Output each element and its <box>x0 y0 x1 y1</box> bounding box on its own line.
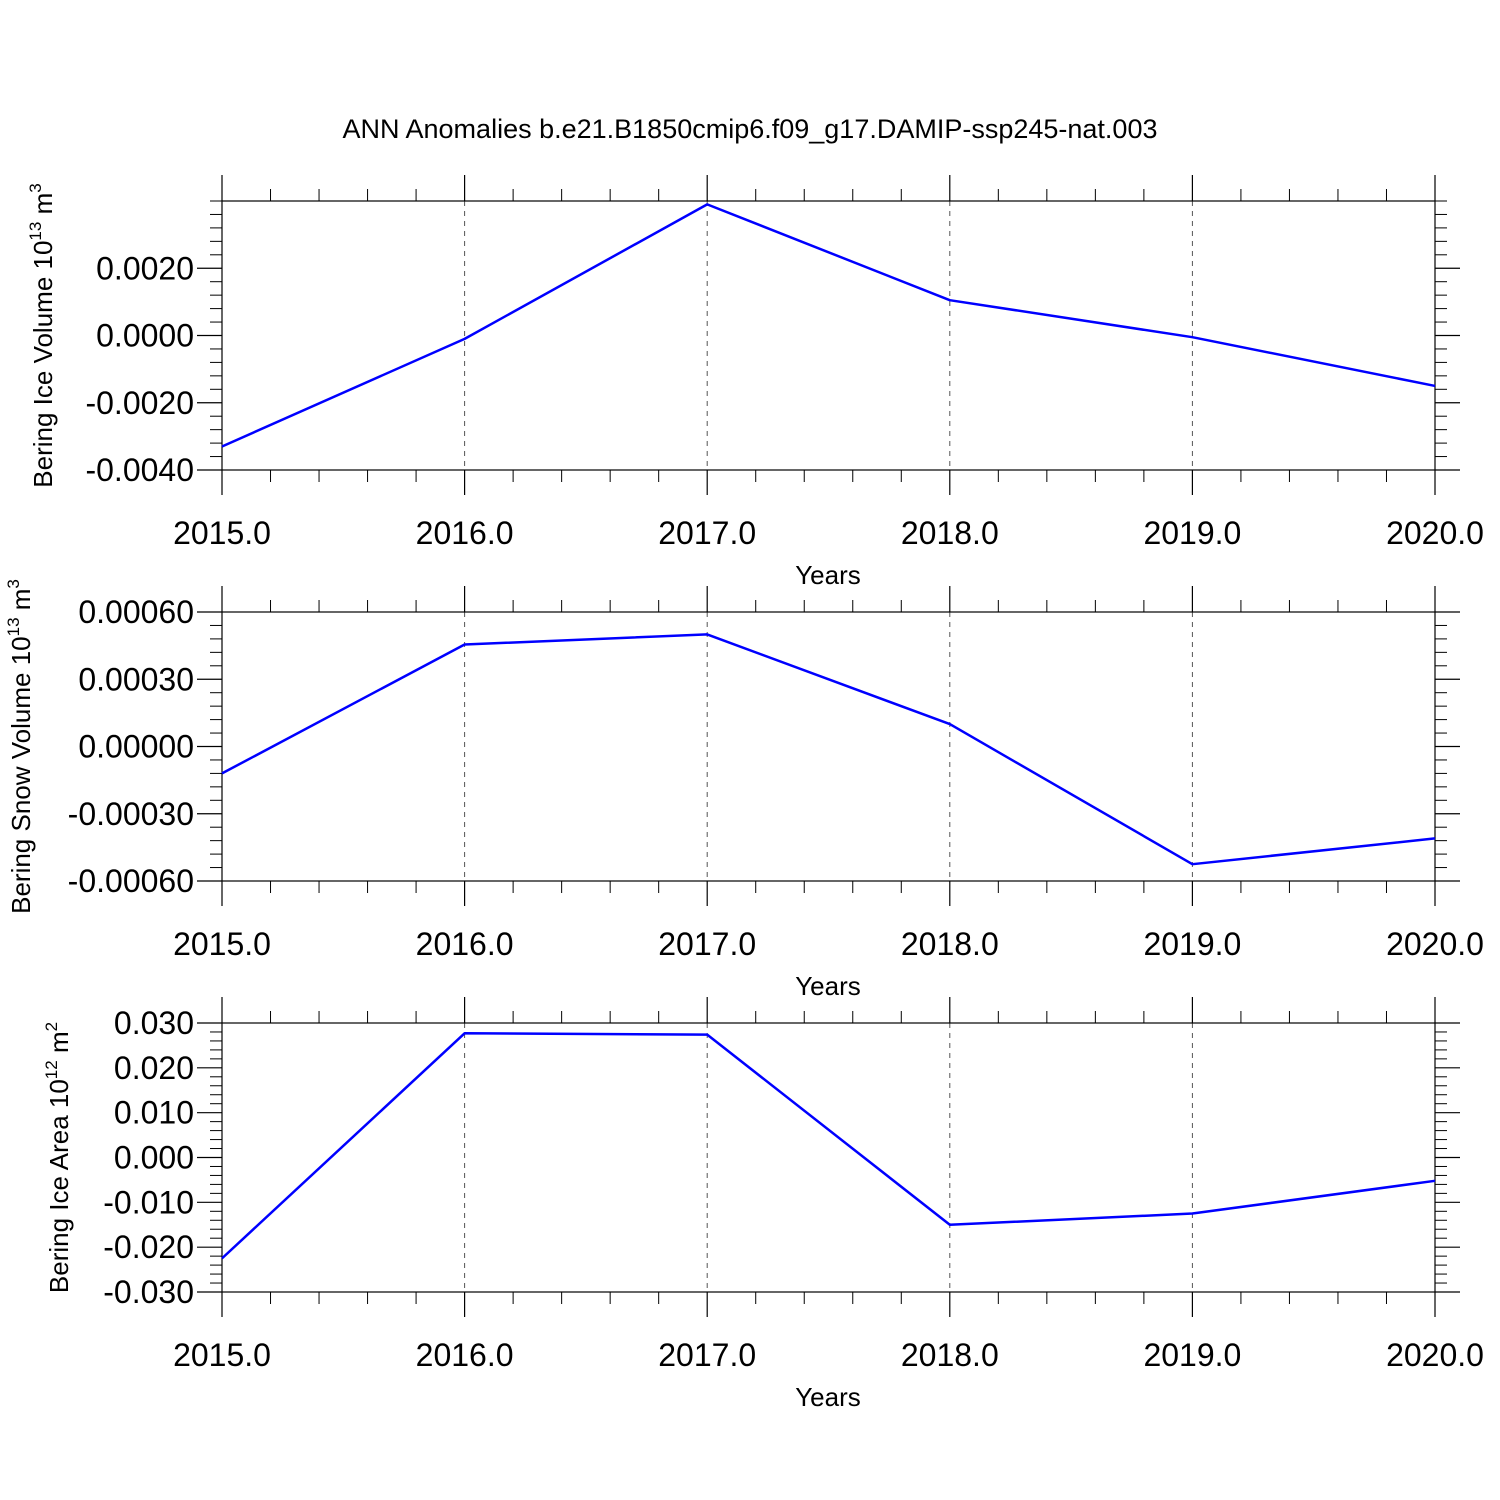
x-axis-label: Years <box>795 971 861 1001</box>
y-tick-label: -0.020 <box>103 1229 194 1265</box>
y-tick-label: -0.010 <box>103 1184 194 1220</box>
x-tick-label: 2020.0 <box>1386 926 1484 962</box>
plot-frame <box>221 200 1436 471</box>
x-tick-label: 2016.0 <box>416 1337 514 1373</box>
y-tick-label: -0.0040 <box>85 452 194 488</box>
x-tick-label: 2017.0 <box>658 926 756 962</box>
x-tick-label: 2015.0 <box>173 515 271 551</box>
chart-panel-2: -0.00060 -0.00030 0.00000 0.00030 0.00060 201… <box>4 579 1484 1001</box>
x-tick-label: 2019.0 <box>1143 926 1241 962</box>
x-tick-label: 2018.0 <box>901 926 999 962</box>
series-line <box>221 203 1436 448</box>
x-tick-label: 2020.0 <box>1386 515 1484 551</box>
x-tick-label: 2016.0 <box>416 515 514 551</box>
series-line <box>221 633 1436 866</box>
y-tick-label: 0.0020 <box>96 250 194 286</box>
x-axis-label: Years <box>795 1382 861 1412</box>
y-tick-label: 0.010 <box>114 1095 194 1131</box>
plot-frame <box>221 1022 1436 1293</box>
chart-panel-1: -0.0040 -0.0020 0.0000 0.0020 2015.0 2016.0 20… <box>26 175 1484 590</box>
chart-panel-3: -0.030 -0.020 -0.010 0.000 0.010 0.020 0.030 20… <box>42 997 1484 1412</box>
y-axis-label: Bering Snow Volume 1013 m3 <box>4 579 36 914</box>
y-axis-label: Bering Ice Area 1012 m2 <box>42 1022 74 1293</box>
y-tick-label: 0.00000 <box>78 729 194 765</box>
x-tick-label: 2018.0 <box>901 515 999 551</box>
x-tick-label: 2019.0 <box>1143 1337 1241 1373</box>
y-tick-label: 0.000 <box>114 1140 194 1176</box>
y-tick-label: -0.030 <box>103 1274 194 1310</box>
x-tick-label: 2018.0 <box>901 1337 999 1373</box>
x-tick-label: 2015.0 <box>173 1337 271 1373</box>
x-tick-label: 2016.0 <box>416 926 514 962</box>
x-tick-label: 2019.0 <box>1143 515 1241 551</box>
y-tick-label: 0.0000 <box>96 318 194 354</box>
y-tick-label: -0.0020 <box>85 385 194 421</box>
x-tick-label: 2017.0 <box>658 515 756 551</box>
x-axis-label: Years <box>795 560 861 590</box>
x-tick-label: 2020.0 <box>1386 1337 1484 1373</box>
y-tick-label: -0.00030 <box>68 796 194 832</box>
y-tick-label: 0.030 <box>114 1005 194 1041</box>
series-line <box>221 1032 1436 1260</box>
y-axis-label: Bering Ice Volume 1013 m3 <box>26 183 58 487</box>
x-tick-label: 2017.0 <box>658 1337 756 1373</box>
x-tick-label: 2015.0 <box>173 926 271 962</box>
y-tick-label: 0.00060 <box>78 594 194 630</box>
y-tick-label: 0.020 <box>114 1050 194 1086</box>
panels-group: -0.0040 -0.0020 0.0000 0.0020 2015.0 2016.0 20… <box>4 175 1484 1412</box>
y-tick-label: -0.00060 <box>68 863 194 899</box>
y-tick-label: 0.00030 <box>78 661 194 697</box>
plot-frame <box>221 611 1436 882</box>
chart-title: ANN Anomalies b.e21.B1850cmip6.f09_g17.D… <box>343 114 1158 144</box>
